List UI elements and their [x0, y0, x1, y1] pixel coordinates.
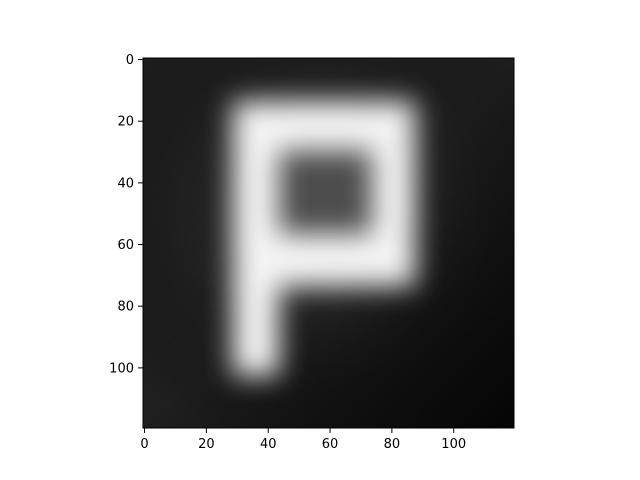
x-tick-label: 0	[140, 437, 148, 452]
x-axis: 0 20 40 60 80 100	[140, 428, 466, 452]
x-tick-label: 80	[384, 437, 401, 452]
y-tick-label: 40	[117, 176, 134, 191]
axes-frame	[142, 57, 515, 429]
y-tick-label: 100	[109, 361, 134, 376]
y-tick-label: 20	[117, 115, 134, 130]
y-tick-label: 60	[117, 238, 134, 253]
x-tick-label: 40	[260, 437, 277, 452]
y-tick-label: 80	[117, 300, 134, 315]
x-tick-label: 60	[322, 437, 339, 452]
x-tick-label: 20	[198, 437, 215, 452]
x-tick-label: 100	[441, 437, 466, 452]
heatmap-image	[143, 58, 514, 428]
y-axis: 0 20 40 60 80 100	[109, 53, 143, 376]
y-tick-label: 0	[126, 53, 134, 68]
